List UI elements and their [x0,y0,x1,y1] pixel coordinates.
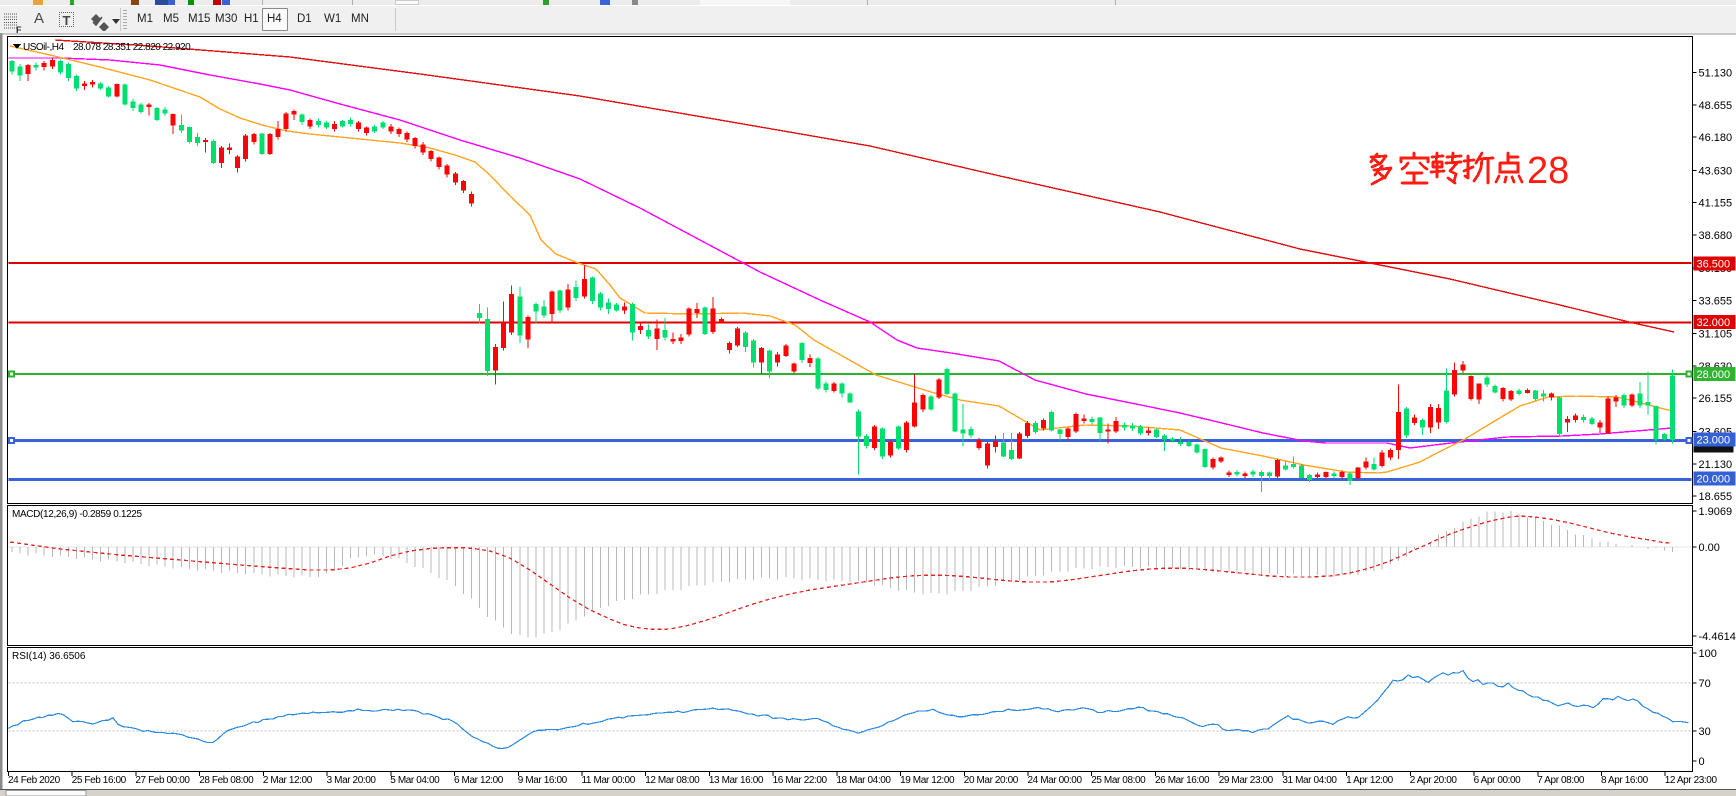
svg-text:-4.4614: -4.4614 [1699,631,1736,643]
svg-text:11 Mar 00:00: 11 Mar 00:00 [582,775,636,786]
svg-text:RSI(14) 36.6506: RSI(14) 36.6506 [12,651,86,662]
svg-text:26 Mar 16:00: 26 Mar 16:00 [1155,775,1210,786]
svg-text:43.630: 43.630 [1699,165,1733,177]
svg-text:29 Mar 23:00: 29 Mar 23:00 [1219,775,1274,786]
svg-text:28: 28 [1527,150,1569,192]
svg-text:28.000: 28.000 [1697,369,1731,381]
svg-text:32.000: 32.000 [1697,317,1731,329]
svg-text:25 Mar 08:00: 25 Mar 08:00 [1091,775,1146,786]
svg-text:70: 70 [1699,678,1711,690]
svg-text:12 Mar 08:00: 12 Mar 08:00 [645,775,700,786]
svg-text:7 Apr 08:00: 7 Apr 08:00 [1537,775,1585,786]
svg-text:18 Mar 04:00: 18 Mar 04:00 [836,775,891,786]
svg-text:28 Feb 08:00: 28 Feb 08:00 [199,775,254,786]
svg-text:24 Feb 2020: 24 Feb 2020 [8,775,61,786]
svg-text:5 Mar 04:00: 5 Mar 04:00 [390,775,440,786]
svg-text:31 Mar 04:00: 31 Mar 04:00 [1282,775,1337,786]
svg-text:19 Mar 12:00: 19 Mar 12:00 [900,775,955,786]
svg-text:F: F [16,25,22,34]
svg-text:41.155: 41.155 [1699,198,1733,210]
svg-text:USOil-,H4: USOil-,H4 [23,42,64,53]
svg-text:2 Mar 12:00: 2 Mar 12:00 [263,775,313,786]
svg-text:13 Mar 16:00: 13 Mar 16:00 [709,775,764,786]
svg-text:25 Feb 16:00: 25 Feb 16:00 [72,775,127,786]
svg-text:8 Apr 16:00: 8 Apr 16:00 [1601,775,1649,786]
svg-text:MACD(12,26,9) -0.2859 0.1225: MACD(12,26,9) -0.2859 0.1225 [12,509,143,520]
svg-text:6 Mar 12:00: 6 Mar 12:00 [454,775,504,786]
svg-text:0.00: 0.00 [1699,542,1720,554]
svg-text:48.655: 48.655 [1699,100,1733,112]
svg-text:28.078 28.351 22.820 22.920: 28.078 28.351 22.820 22.920 [73,42,191,53]
svg-text:1.9069: 1.9069 [1699,506,1733,518]
svg-text:31.105: 31.105 [1699,329,1733,341]
svg-text:18.655: 18.655 [1699,491,1733,503]
svg-text:46.180: 46.180 [1699,132,1733,144]
svg-text:33.655: 33.655 [1699,295,1733,307]
svg-text:27 Feb 00:00: 27 Feb 00:00 [135,775,190,786]
svg-text:0: 0 [1699,756,1705,768]
svg-text:26.155: 26.155 [1699,393,1733,405]
svg-text:23.000: 23.000 [1697,434,1731,446]
svg-text:20.000: 20.000 [1697,474,1731,486]
svg-text:2 Apr 20:00: 2 Apr 20:00 [1410,775,1458,786]
svg-text:3 Mar 20:00: 3 Mar 20:00 [327,775,377,786]
svg-text:20 Mar 20:00: 20 Mar 20:00 [964,775,1019,786]
svg-text:21.130: 21.130 [1699,459,1733,471]
svg-text:100: 100 [1699,648,1717,660]
svg-text:30: 30 [1699,726,1711,738]
svg-text:38.680: 38.680 [1699,230,1733,242]
svg-text:51.130: 51.130 [1699,68,1733,80]
svg-text:36.500: 36.500 [1697,258,1731,270]
svg-text:12 Apr 23:00: 12 Apr 23:00 [1665,775,1718,786]
svg-text:24 Mar 00:00: 24 Mar 00:00 [1028,775,1083,786]
svg-text:1 Apr 12:00: 1 Apr 12:00 [1346,775,1394,786]
svg-text:16 Mar 22:00: 16 Mar 22:00 [773,775,828,786]
svg-text:6 Apr 00:00: 6 Apr 00:00 [1474,775,1522,786]
svg-text:9 Mar 16:00: 9 Mar 16:00 [518,775,568,786]
